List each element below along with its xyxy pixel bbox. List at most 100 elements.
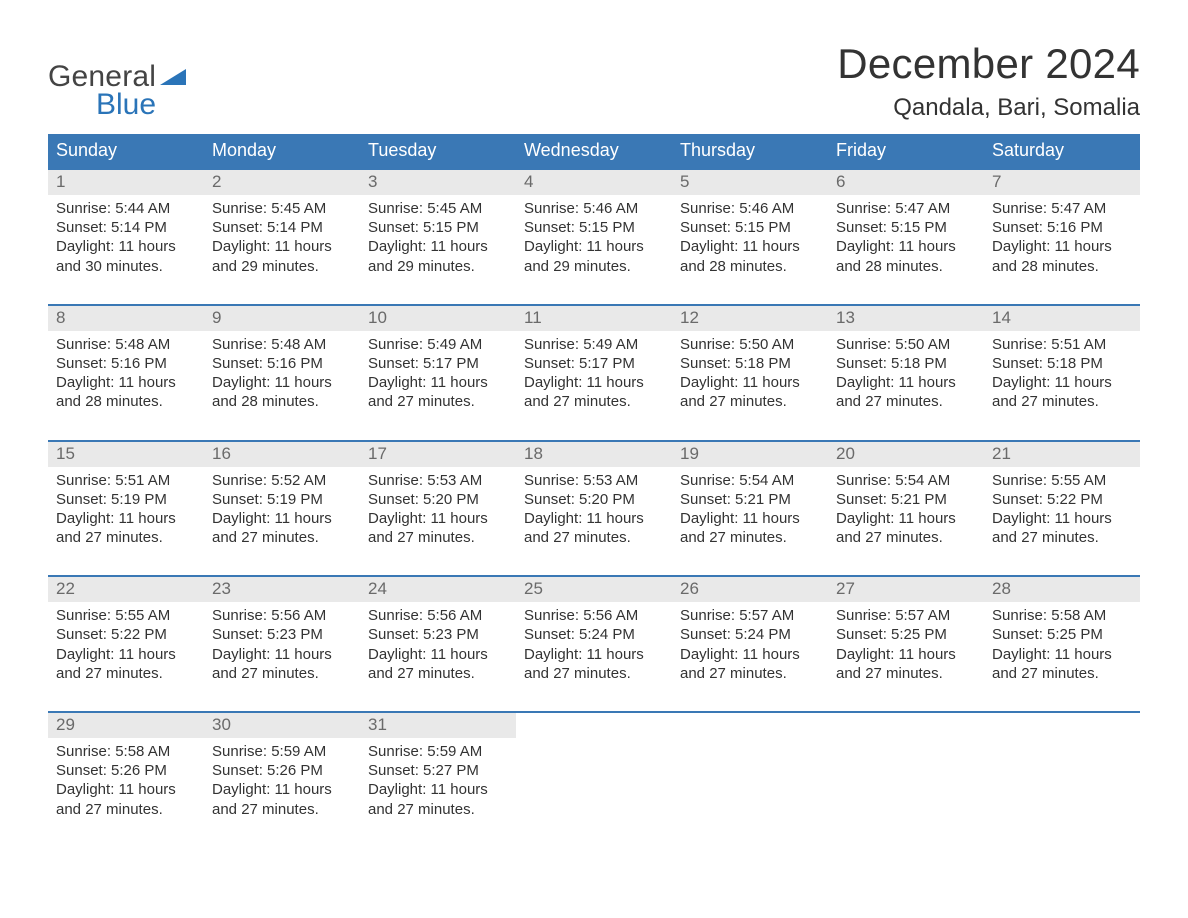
day-line-d2: and 27 minutes. — [368, 664, 508, 683]
day-line-d2: and 27 minutes. — [524, 392, 664, 411]
day-line-d1: Daylight: 11 hours — [368, 645, 508, 664]
day-line-d1: Daylight: 11 hours — [56, 509, 196, 528]
calendar-cell: 29Sunrise: 5:58 AMSunset: 5:26 PMDayligh… — [48, 713, 204, 837]
day-number: 3 — [368, 172, 377, 191]
calendar-cell: 1Sunrise: 5:44 AMSunset: 5:14 PMDaylight… — [48, 170, 204, 294]
day-line-d1: Daylight: 11 hours — [524, 509, 664, 528]
calendar-week: 22Sunrise: 5:55 AMSunset: 5:22 PMDayligh… — [48, 575, 1140, 701]
day-body: Sunrise: 5:59 AMSunset: 5:26 PMDaylight:… — [210, 742, 354, 819]
calendar-cell: 22Sunrise: 5:55 AMSunset: 5:22 PMDayligh… — [48, 577, 204, 701]
day-body: Sunrise: 5:45 AMSunset: 5:15 PMDaylight:… — [366, 199, 510, 276]
day-number: 28 — [992, 579, 1011, 598]
day-line-d2: and 27 minutes. — [680, 664, 820, 683]
calendar-cell: 23Sunrise: 5:56 AMSunset: 5:23 PMDayligh… — [204, 577, 360, 701]
calendar-cell: 24 Sunrise: 5:56 AMSunset: 5:23 PMDayligh… — [360, 577, 516, 701]
calendar-cell: 9Sunrise: 5:48 AMSunset: 5:16 PMDaylight… — [204, 306, 360, 430]
calendar-week: 15Sunrise: 5:51 AMSunset: 5:19 PMDayligh… — [48, 440, 1140, 566]
day-line-sr: Sunrise: 5:51 AM — [992, 335, 1132, 354]
day-body: Sunrise: 5:51 AMSunset: 5:18 PMDaylight:… — [990, 335, 1134, 412]
day-line-ss: Sunset: 5:17 PM — [524, 354, 664, 373]
day-line-sr: Sunrise: 5:58 AM — [56, 742, 196, 761]
day-line-ss: Sunset: 5:17 PM — [368, 354, 508, 373]
page-title: December 2024 — [837, 40, 1140, 88]
day-line-ss: Sunset: 5:22 PM — [992, 490, 1132, 509]
day-line-ss: Sunset: 5:23 PM — [368, 625, 508, 644]
day-number: 8 — [56, 308, 65, 327]
day-line-sr: Sunrise: 5:46 AM — [680, 199, 820, 218]
calendar-cell: 20Sunrise: 5:54 AMSunset: 5:21 PMDayligh… — [828, 442, 984, 566]
calendar-cell: 11Sunrise: 5:49 AMSunset: 5:17 PMDayligh… — [516, 306, 672, 430]
day-body: Sunrise: 5:56 AMSunset: 5:23 PMDaylight:… — [366, 606, 510, 683]
day-body: Sunrise: 5:45 AMSunset: 5:14 PMDaylight:… — [210, 199, 354, 276]
day-line-ss: Sunset: 5:14 PM — [56, 218, 196, 237]
day-line-sr: Sunrise: 5:47 AM — [836, 199, 976, 218]
day-body: Sunrise: 5:48 AMSunset: 5:16 PMDaylight:… — [54, 335, 198, 412]
day-line-d2: and 28 minutes. — [56, 392, 196, 411]
day-line-ss: Sunset: 5:24 PM — [524, 625, 664, 644]
day-line-sr: Sunrise: 5:45 AM — [368, 199, 508, 218]
day-body: Sunrise: 5:53 AMSunset: 5:20 PMDaylight:… — [522, 471, 666, 548]
day-number: 25 — [524, 579, 543, 598]
calendar-cell: 26Sunrise: 5:57 AMSunset: 5:24 PMDayligh… — [672, 577, 828, 701]
calendar-cell: 10Sunrise: 5:49 AMSunset: 5:17 PMDayligh… — [360, 306, 516, 430]
day-number: 5 — [680, 172, 689, 191]
calendar-cell: 8 Sunrise: 5:48 AMSunset: 5:16 PMDaylight… — [48, 306, 204, 430]
day-body: Sunrise: 5:50 AMSunset: 5:18 PMDaylight:… — [834, 335, 978, 412]
calendar-cell: 18Sunrise: 5:53 AMSunset: 5:20 PMDayligh… — [516, 442, 672, 566]
day-line-d1: Daylight: 11 hours — [680, 373, 820, 392]
day-line-d1: Daylight: 11 hours — [56, 780, 196, 799]
calendar-week: 8 Sunrise: 5:48 AMSunset: 5:16 PMDaylight… — [48, 304, 1140, 430]
day-line-d1: Daylight: 11 hours — [524, 373, 664, 392]
day-body: Sunrise: 5:51 AMSunset: 5:19 PMDaylight:… — [54, 471, 198, 548]
calendar-cell — [828, 713, 984, 837]
day-line-d2: and 28 minutes. — [992, 257, 1132, 276]
day-line-sr: Sunrise: 5:53 AM — [524, 471, 664, 490]
day-number: 1 — [56, 172, 65, 191]
day-line-d2: and 29 minutes. — [212, 257, 352, 276]
day-line-ss: Sunset: 5:21 PM — [836, 490, 976, 509]
calendar-cell — [516, 713, 672, 837]
day-body: Sunrise: 5:53 AMSunset: 5:20 PMDaylight:… — [366, 471, 510, 548]
day-number: 7 — [992, 172, 1001, 191]
day-line-sr: Sunrise: 5:58 AM — [992, 606, 1132, 625]
day-line-sr: Sunrise: 5:55 AM — [992, 471, 1132, 490]
day-line-ss: Sunset: 5:24 PM — [680, 625, 820, 644]
day-line-d1: Daylight: 11 hours — [212, 645, 352, 664]
day-header-wed: Wednesday — [516, 134, 672, 168]
day-body: Sunrise: 5:47 AMSunset: 5:16 PMDaylight:… — [990, 199, 1134, 276]
day-number: 30 — [212, 715, 231, 734]
day-line-d2: and 28 minutes. — [680, 257, 820, 276]
calendar-cell: 6Sunrise: 5:47 AMSunset: 5:15 PMDaylight… — [828, 170, 984, 294]
day-line-sr: Sunrise: 5:45 AM — [212, 199, 352, 218]
day-line-d1: Daylight: 11 hours — [680, 645, 820, 664]
day-line-d2: and 27 minutes. — [524, 664, 664, 683]
day-line-d2: and 27 minutes. — [212, 800, 352, 819]
brand-triangle-icon — [160, 67, 186, 87]
calendar-cell: 15Sunrise: 5:51 AMSunset: 5:19 PMDayligh… — [48, 442, 204, 566]
day-line-ss: Sunset: 5:26 PM — [212, 761, 352, 780]
day-body: Sunrise: 5:49 AMSunset: 5:17 PMDaylight:… — [522, 335, 666, 412]
calendar-cell — [984, 713, 1140, 837]
calendar-cell: 3 Sunrise: 5:45 AMSunset: 5:15 PMDaylight… — [360, 170, 516, 294]
brand-logo: General Blue — [48, 40, 186, 122]
day-line-ss: Sunset: 5:19 PM — [212, 490, 352, 509]
calendar-cell — [672, 713, 828, 837]
day-line-d2: and 27 minutes. — [836, 528, 976, 547]
day-number: 24 — [368, 579, 387, 598]
day-line-d1: Daylight: 11 hours — [212, 509, 352, 528]
calendar-cell: 5Sunrise: 5:46 AMSunset: 5:15 PMDaylight… — [672, 170, 828, 294]
day-number: 19 — [680, 444, 699, 463]
day-line-d2: and 29 minutes. — [524, 257, 664, 276]
day-body: Sunrise: 5:58 AMSunset: 5:26 PMDaylight:… — [54, 742, 198, 819]
day-line-sr: Sunrise: 5:54 AM — [680, 471, 820, 490]
day-line-sr: Sunrise: 5:48 AM — [212, 335, 352, 354]
day-header-sat: Saturday — [984, 134, 1140, 168]
day-line-ss: Sunset: 5:14 PM — [212, 218, 352, 237]
day-line-d1: Daylight: 11 hours — [212, 373, 352, 392]
calendar-cell: 14Sunrise: 5:51 AMSunset: 5:18 PMDayligh… — [984, 306, 1140, 430]
day-number: 6 — [836, 172, 845, 191]
day-line-d2: and 27 minutes. — [368, 392, 508, 411]
day-line-d1: Daylight: 11 hours — [524, 645, 664, 664]
calendar-cell: 21Sunrise: 5:55 AMSunset: 5:22 PMDayligh… — [984, 442, 1140, 566]
location-subtitle: Qandala, Bari, Somalia — [837, 94, 1140, 122]
